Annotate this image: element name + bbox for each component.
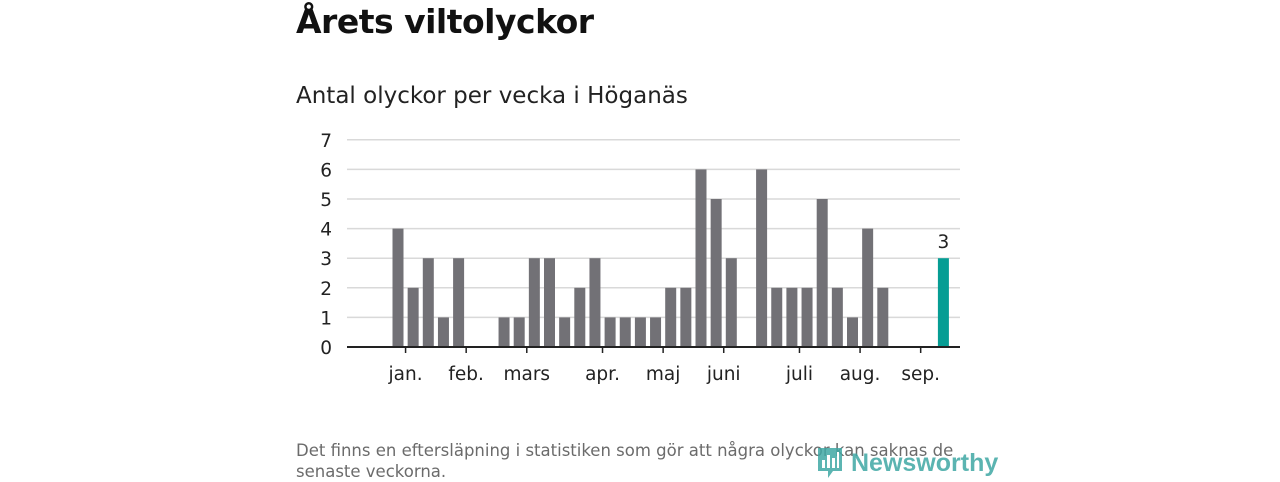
- bar: [877, 287, 889, 347]
- y-axis-tick-labels: 0 1 2 3 4 5 6 7: [320, 131, 332, 359]
- bar: [695, 169, 707, 347]
- footnote: Det finns en eftersläpning i statistiken…: [296, 441, 954, 481]
- y-tick-label: 3: [320, 249, 332, 270]
- bar: [831, 287, 843, 347]
- bar: [816, 199, 828, 347]
- bar: [634, 317, 646, 347]
- bar-chart: 0 1 2 3 4 5 6 7 jan. feb. mars apr. maj juni juli aug.…: [320, 131, 960, 385]
- x-tick-label: feb.: [448, 364, 484, 385]
- bar: [937, 258, 949, 347]
- x-tick-label: maj: [646, 364, 681, 385]
- bar: [574, 287, 586, 347]
- bar: [847, 317, 858, 347]
- y-tick-label: 0: [320, 338, 332, 359]
- bar: [559, 317, 571, 347]
- bar: [801, 287, 813, 347]
- y-tick-label: 2: [320, 279, 332, 300]
- x-axis: jan. feb. mars apr. maj juni juli aug. sep.: [347, 346, 960, 385]
- bar: [453, 258, 465, 347]
- newsworthy-logo: Newsworthy: [815, 446, 998, 480]
- x-tick-label: jan.: [388, 364, 423, 385]
- bar: [589, 258, 601, 347]
- bars: [392, 169, 949, 347]
- bar: [771, 287, 783, 347]
- bar: [422, 258, 434, 347]
- bar: [528, 258, 540, 347]
- y-tick-label: 1: [320, 308, 332, 329]
- x-tick-label: mars: [503, 364, 550, 385]
- bar: [786, 287, 798, 347]
- data-label: 3: [938, 232, 950, 253]
- x-tick-label: aug.: [840, 364, 881, 385]
- x-tick-label: juli: [785, 364, 813, 385]
- bar: [619, 317, 631, 347]
- bar: [710, 199, 722, 347]
- y-tick-label: 6: [320, 160, 332, 181]
- bar: [544, 258, 555, 347]
- bar: [604, 317, 616, 347]
- y-tick-label: 5: [320, 190, 332, 211]
- bar: [392, 228, 404, 347]
- x-tick-label: juni: [706, 364, 741, 385]
- newsworthy-logo-text: Newsworthy: [851, 448, 999, 477]
- x-tick-label: apr.: [585, 364, 620, 385]
- bar: [437, 317, 449, 347]
- x-tick-label: sep.: [901, 364, 940, 385]
- y-tick-label: 4: [320, 220, 332, 241]
- bar: [498, 317, 510, 347]
- bar: [680, 287, 692, 347]
- bar: [756, 169, 768, 347]
- bar: [862, 228, 874, 347]
- data-labels: 3: [938, 232, 950, 253]
- bar: [725, 258, 737, 347]
- bar: [665, 287, 677, 347]
- chart-subtitle: Antal olyckor per vecka i Höganäs: [296, 83, 688, 109]
- bar: [407, 287, 419, 347]
- bar: [513, 317, 525, 347]
- newsworthy-logo-icon: [818, 448, 842, 478]
- bar: [650, 317, 662, 347]
- gridlines: [347, 139, 960, 319]
- y-tick-label: 7: [320, 131, 332, 152]
- chart-title: Årets viltolyckor: [296, 2, 594, 41]
